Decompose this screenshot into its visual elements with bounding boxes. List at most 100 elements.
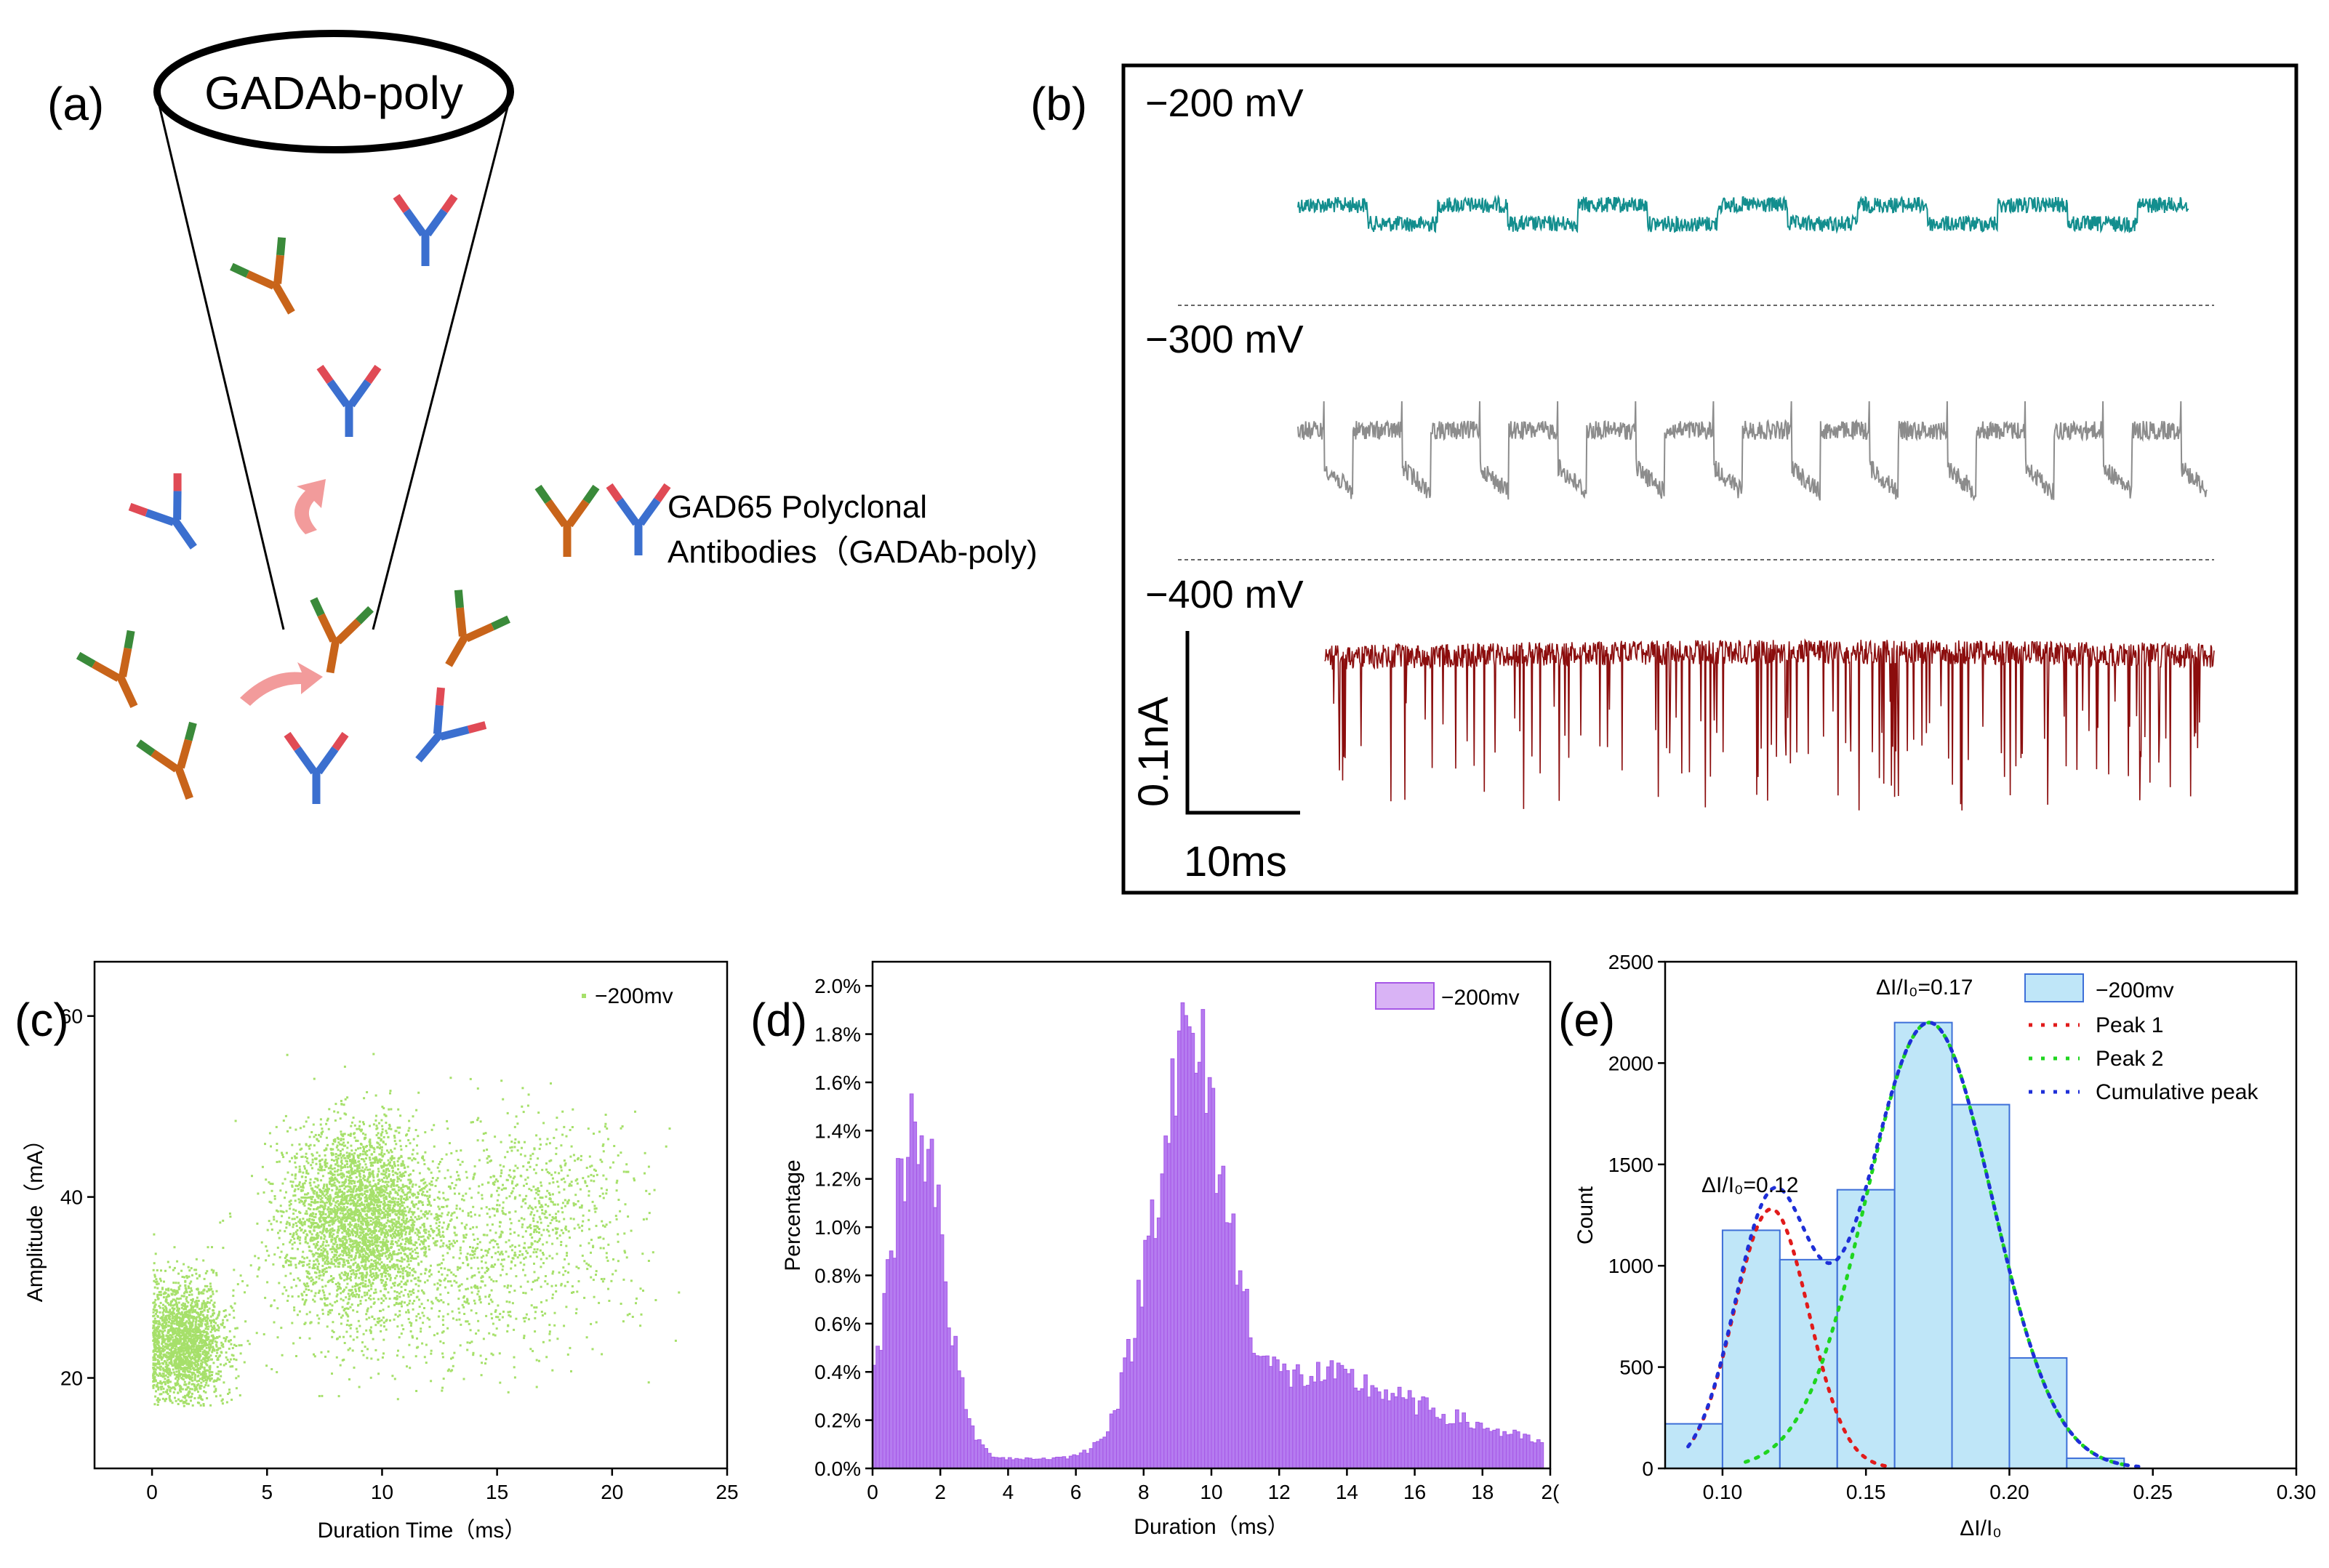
scatter-point (382, 1265, 384, 1268)
scatter-point (189, 1321, 191, 1324)
scatter-point (385, 1175, 388, 1178)
scatter-point (417, 1200, 420, 1203)
scatter-point (188, 1381, 191, 1384)
scatter-point (161, 1335, 164, 1338)
scatter-point (312, 1298, 315, 1301)
scatter-point (369, 1125, 371, 1127)
scatter-point (194, 1330, 197, 1332)
scatter-point (224, 1309, 227, 1311)
scatter-point (348, 1229, 350, 1232)
scatter-point (243, 1361, 246, 1364)
scatter-point (334, 1250, 337, 1253)
scatter-point (172, 1344, 175, 1347)
scatter-point (382, 1227, 385, 1230)
scatter-point (175, 1367, 177, 1370)
scatter-point (185, 1402, 188, 1405)
scatter-point (209, 1358, 212, 1361)
scatter-point (372, 1218, 374, 1221)
cone-left-line (155, 92, 285, 630)
scatter-point (215, 1341, 218, 1344)
scatter-point (167, 1295, 169, 1298)
scatter-point (367, 1260, 370, 1263)
scatter-point (323, 1169, 326, 1171)
scatter-point (196, 1371, 199, 1374)
scatter-point (320, 1179, 323, 1182)
scatter-point (225, 1314, 228, 1317)
scatter-point (270, 1145, 272, 1148)
scatter-point (330, 1278, 333, 1281)
scatter-point (356, 1208, 359, 1211)
scatter-point (186, 1311, 189, 1314)
scatter-point (321, 1223, 324, 1226)
scatter-point (154, 1380, 157, 1383)
scatter-point (324, 1149, 327, 1151)
scatter-point (323, 1149, 326, 1151)
scatter-point (334, 1283, 337, 1285)
scatter-point (366, 1310, 369, 1313)
scatter-point (362, 1231, 365, 1234)
scatter-point (182, 1363, 185, 1366)
scatter-point (343, 1342, 346, 1344)
scatter-point (204, 1384, 207, 1386)
scatter-point (397, 1157, 400, 1160)
scatter-point (199, 1367, 201, 1369)
scatter-point (339, 1150, 342, 1152)
scatter-point (390, 1242, 393, 1245)
scatter-point (464, 1227, 467, 1230)
scatter-point (193, 1334, 196, 1337)
scatter-point (422, 1235, 425, 1238)
scatter-point (344, 1098, 347, 1101)
scatter-point (343, 1237, 346, 1239)
scatter-point (393, 1136, 396, 1139)
scatter-point (227, 1393, 230, 1395)
scatter-point (393, 1235, 396, 1237)
scatter-point (156, 1350, 159, 1353)
scatter-point (316, 1194, 318, 1196)
scatter-point (335, 1236, 338, 1239)
scatter-point (182, 1324, 185, 1327)
scatter-point (301, 1200, 303, 1203)
scatter-point (202, 1300, 205, 1303)
scatter-point (353, 1180, 356, 1183)
scatter-point (363, 1122, 365, 1125)
scatter-point (412, 1222, 414, 1225)
scatter-point (417, 1161, 420, 1164)
scatter-point (330, 1202, 333, 1205)
scatter-point (375, 1125, 378, 1127)
scatter-point (377, 1198, 380, 1201)
scatter-point (362, 1174, 365, 1177)
scatter-point (209, 1370, 212, 1373)
scatter-point (164, 1356, 167, 1358)
scatter-point (350, 1133, 352, 1135)
scatter-point (153, 1343, 156, 1346)
scatter-point (338, 1221, 341, 1224)
scatter-point (409, 1226, 412, 1229)
scatter-point (316, 1201, 319, 1204)
scatter-point (358, 1202, 361, 1205)
scatter-point (177, 1312, 180, 1315)
scatter-point (332, 1199, 335, 1202)
scatter-point (308, 1196, 310, 1199)
scatter-point (382, 1316, 385, 1319)
scatter-point (166, 1369, 168, 1372)
scatter-point (159, 1279, 162, 1282)
scatter-point (291, 1185, 294, 1188)
scatter-point (185, 1388, 188, 1391)
scatter-point (201, 1399, 204, 1401)
scatter-point (204, 1324, 207, 1327)
scatter-point (358, 1154, 361, 1157)
scatter-point (203, 1301, 206, 1304)
scatter-point (232, 1354, 235, 1357)
scatter-point (401, 1305, 403, 1308)
scatter-point (173, 1332, 176, 1335)
scatter-point (400, 1187, 403, 1190)
scatter-point (205, 1335, 208, 1338)
scatter-point (430, 1183, 433, 1186)
scatter-point (392, 1226, 395, 1229)
scatter-point (175, 1343, 177, 1345)
scatter-point (319, 1118, 322, 1121)
scatter-point (345, 1151, 348, 1154)
scatter-point (342, 1138, 345, 1141)
scatter-point (382, 1352, 385, 1355)
scatter-point (164, 1365, 167, 1368)
